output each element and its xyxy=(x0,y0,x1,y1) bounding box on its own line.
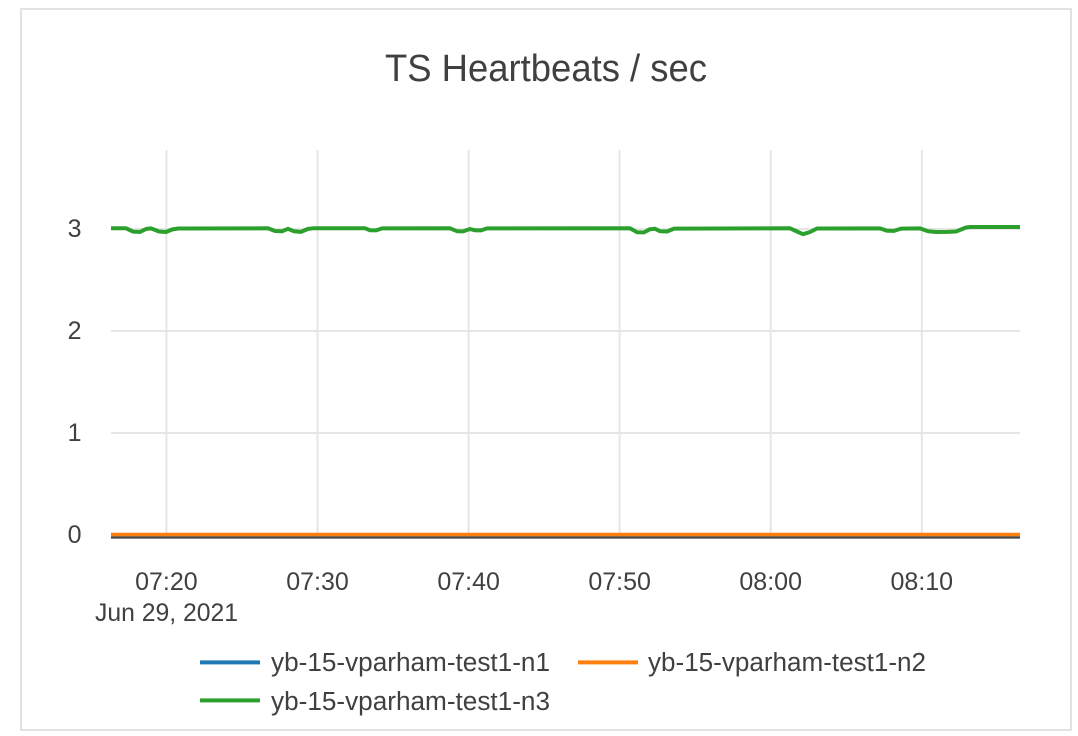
svg-text:yb-15-vparham-test1-n1: yb-15-vparham-test1-n1 xyxy=(271,649,550,677)
svg-text:07:40: 07:40 xyxy=(437,568,500,596)
svg-text:0: 0 xyxy=(68,521,82,549)
svg-text:yb-15-vparham-test1-n2: yb-15-vparham-test1-n2 xyxy=(648,649,926,677)
svg-text:07:30: 07:30 xyxy=(286,568,349,596)
svg-text:TS Heartbeats / sec: TS Heartbeats / sec xyxy=(385,48,707,90)
svg-text:07:20: 07:20 xyxy=(135,568,198,596)
svg-text:08:00: 08:00 xyxy=(739,568,802,596)
svg-text:Jun 29, 2021: Jun 29, 2021 xyxy=(95,599,238,627)
svg-text:07:50: 07:50 xyxy=(588,568,651,596)
svg-text:2: 2 xyxy=(68,317,82,345)
svg-text:1: 1 xyxy=(68,419,82,447)
svg-text:3: 3 xyxy=(68,215,82,243)
svg-text:08:10: 08:10 xyxy=(891,568,954,596)
svg-text:yb-15-vparham-test1-n3: yb-15-vparham-test1-n3 xyxy=(271,688,550,716)
